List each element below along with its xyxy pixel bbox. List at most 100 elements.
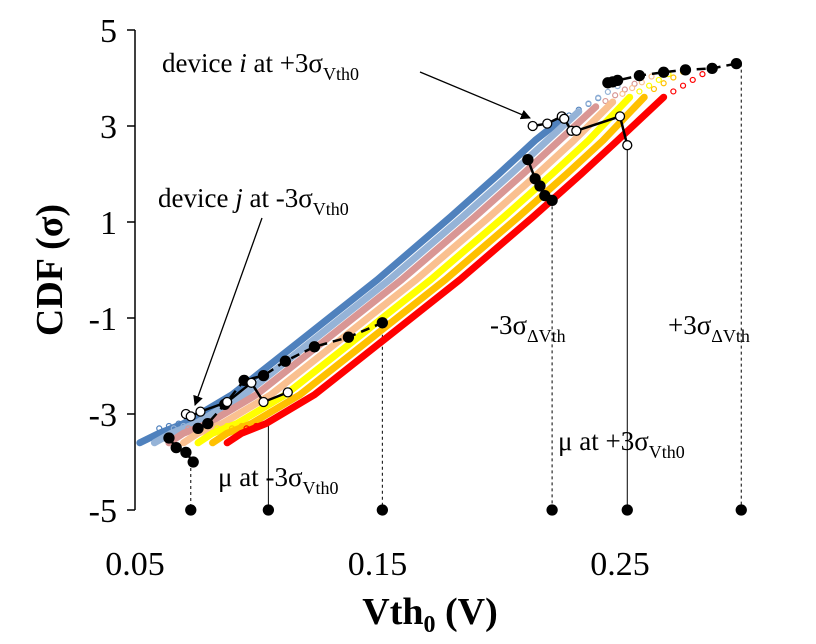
white-point xyxy=(542,118,553,129)
y-tick-label: -3 xyxy=(89,397,117,434)
series-outlier xyxy=(595,94,602,101)
annotation-minus3-delta: -3σΔVth xyxy=(490,310,566,346)
series-outlier xyxy=(655,76,662,84)
x-axis-title: Vth0 (V) xyxy=(362,591,498,638)
series-outlier xyxy=(243,425,250,432)
black-point xyxy=(611,74,624,87)
series-outlier xyxy=(679,82,687,89)
y-tick-label: -5 xyxy=(89,493,117,530)
highlight-markers xyxy=(163,57,747,516)
series-outlier xyxy=(629,84,636,92)
series-7 xyxy=(223,71,706,447)
y-tick-label: 1 xyxy=(100,205,117,242)
black-point xyxy=(546,194,558,207)
y-tick-label: -1 xyxy=(89,301,117,338)
dashed-line-lower xyxy=(197,321,383,430)
black-point xyxy=(376,317,389,329)
bottom-marker xyxy=(262,504,275,516)
white-point xyxy=(195,406,206,417)
black-point xyxy=(170,441,182,454)
black-point xyxy=(187,456,199,468)
black-point xyxy=(202,417,214,430)
series-band xyxy=(136,117,563,447)
arrow-device-i xyxy=(419,71,531,120)
series-outlier xyxy=(165,422,173,430)
series-outlier xyxy=(170,425,177,432)
white-point xyxy=(282,387,293,398)
black-point xyxy=(180,446,192,459)
x-tick-label: 0.05 xyxy=(105,546,165,583)
data-series xyxy=(136,68,706,447)
series-outlier xyxy=(689,76,696,84)
white-point xyxy=(614,111,626,122)
series-outlier xyxy=(180,422,187,430)
black-point xyxy=(279,355,292,367)
series-outlier xyxy=(228,425,236,432)
white-point xyxy=(527,120,538,132)
series-outlier xyxy=(253,422,260,430)
series-outlier xyxy=(238,422,245,430)
series-band xyxy=(223,93,668,447)
white-point xyxy=(258,396,269,408)
black-point xyxy=(522,153,534,166)
series-outlier xyxy=(175,420,182,427)
x-tick-label: 0.25 xyxy=(590,546,650,583)
black-point xyxy=(534,180,546,192)
series-band xyxy=(209,93,648,447)
bottom-marker xyxy=(735,504,747,516)
series-outlier xyxy=(156,425,163,432)
series-2 xyxy=(150,83,621,447)
black-point xyxy=(706,62,718,75)
bottom-marker xyxy=(546,504,558,516)
white-point xyxy=(622,140,633,151)
annotation-plus3-delta: +3σΔVth xyxy=(668,310,750,346)
black-point xyxy=(658,66,670,78)
series-outlier xyxy=(214,425,221,432)
series-1 xyxy=(136,95,602,447)
white-point xyxy=(246,377,257,388)
annotation-mu-plus: μ at +3σVth0 xyxy=(558,426,685,462)
black-point xyxy=(308,341,321,353)
black-point xyxy=(192,422,204,435)
series-outlier xyxy=(636,88,643,95)
y-tick-label: 5 xyxy=(100,13,117,50)
series-6 xyxy=(209,68,687,447)
y-axis-title: CDF (σ) xyxy=(29,204,71,336)
black-point xyxy=(633,69,646,82)
series-outlier xyxy=(650,85,658,93)
arrow-device-j xyxy=(193,217,263,406)
annotation-device-j: device j at -3σVth0 xyxy=(158,183,349,219)
series-outlier xyxy=(648,73,655,80)
x-axis-ticks: 0.05 0.15 0.25 xyxy=(105,546,650,583)
annotation-mu-minus: μ at -3σVth0 xyxy=(218,462,339,498)
series-outlier xyxy=(699,71,706,78)
series-outlier xyxy=(619,90,626,97)
series-outlier xyxy=(185,425,192,432)
series-outlier xyxy=(660,80,667,87)
series-outlier xyxy=(224,422,231,430)
series-outlier xyxy=(604,88,611,96)
white-point xyxy=(185,411,196,422)
series-outlier xyxy=(670,88,677,95)
y-axis-ticks: 5 3 1 -1 -3 -5 xyxy=(89,13,135,530)
series-band xyxy=(194,93,634,447)
black-point xyxy=(730,57,743,70)
series-outlier xyxy=(602,97,609,105)
series-outlier xyxy=(670,74,677,81)
black-point xyxy=(342,331,355,343)
black-point xyxy=(257,369,270,382)
bottom-marker xyxy=(376,504,389,516)
series-outlier xyxy=(612,92,619,99)
annotation-device-i: device i at +3σVth0 xyxy=(162,48,359,84)
series-outlier xyxy=(645,82,653,89)
series-outlier xyxy=(262,420,270,427)
bottom-marker xyxy=(185,504,197,516)
series-outlier xyxy=(585,100,592,107)
guide-lines xyxy=(190,63,742,510)
white-point xyxy=(559,113,570,124)
bottom-marker xyxy=(621,504,633,516)
white-point xyxy=(571,125,582,136)
white-point xyxy=(221,396,233,408)
y-tick-label: 3 xyxy=(100,109,117,146)
